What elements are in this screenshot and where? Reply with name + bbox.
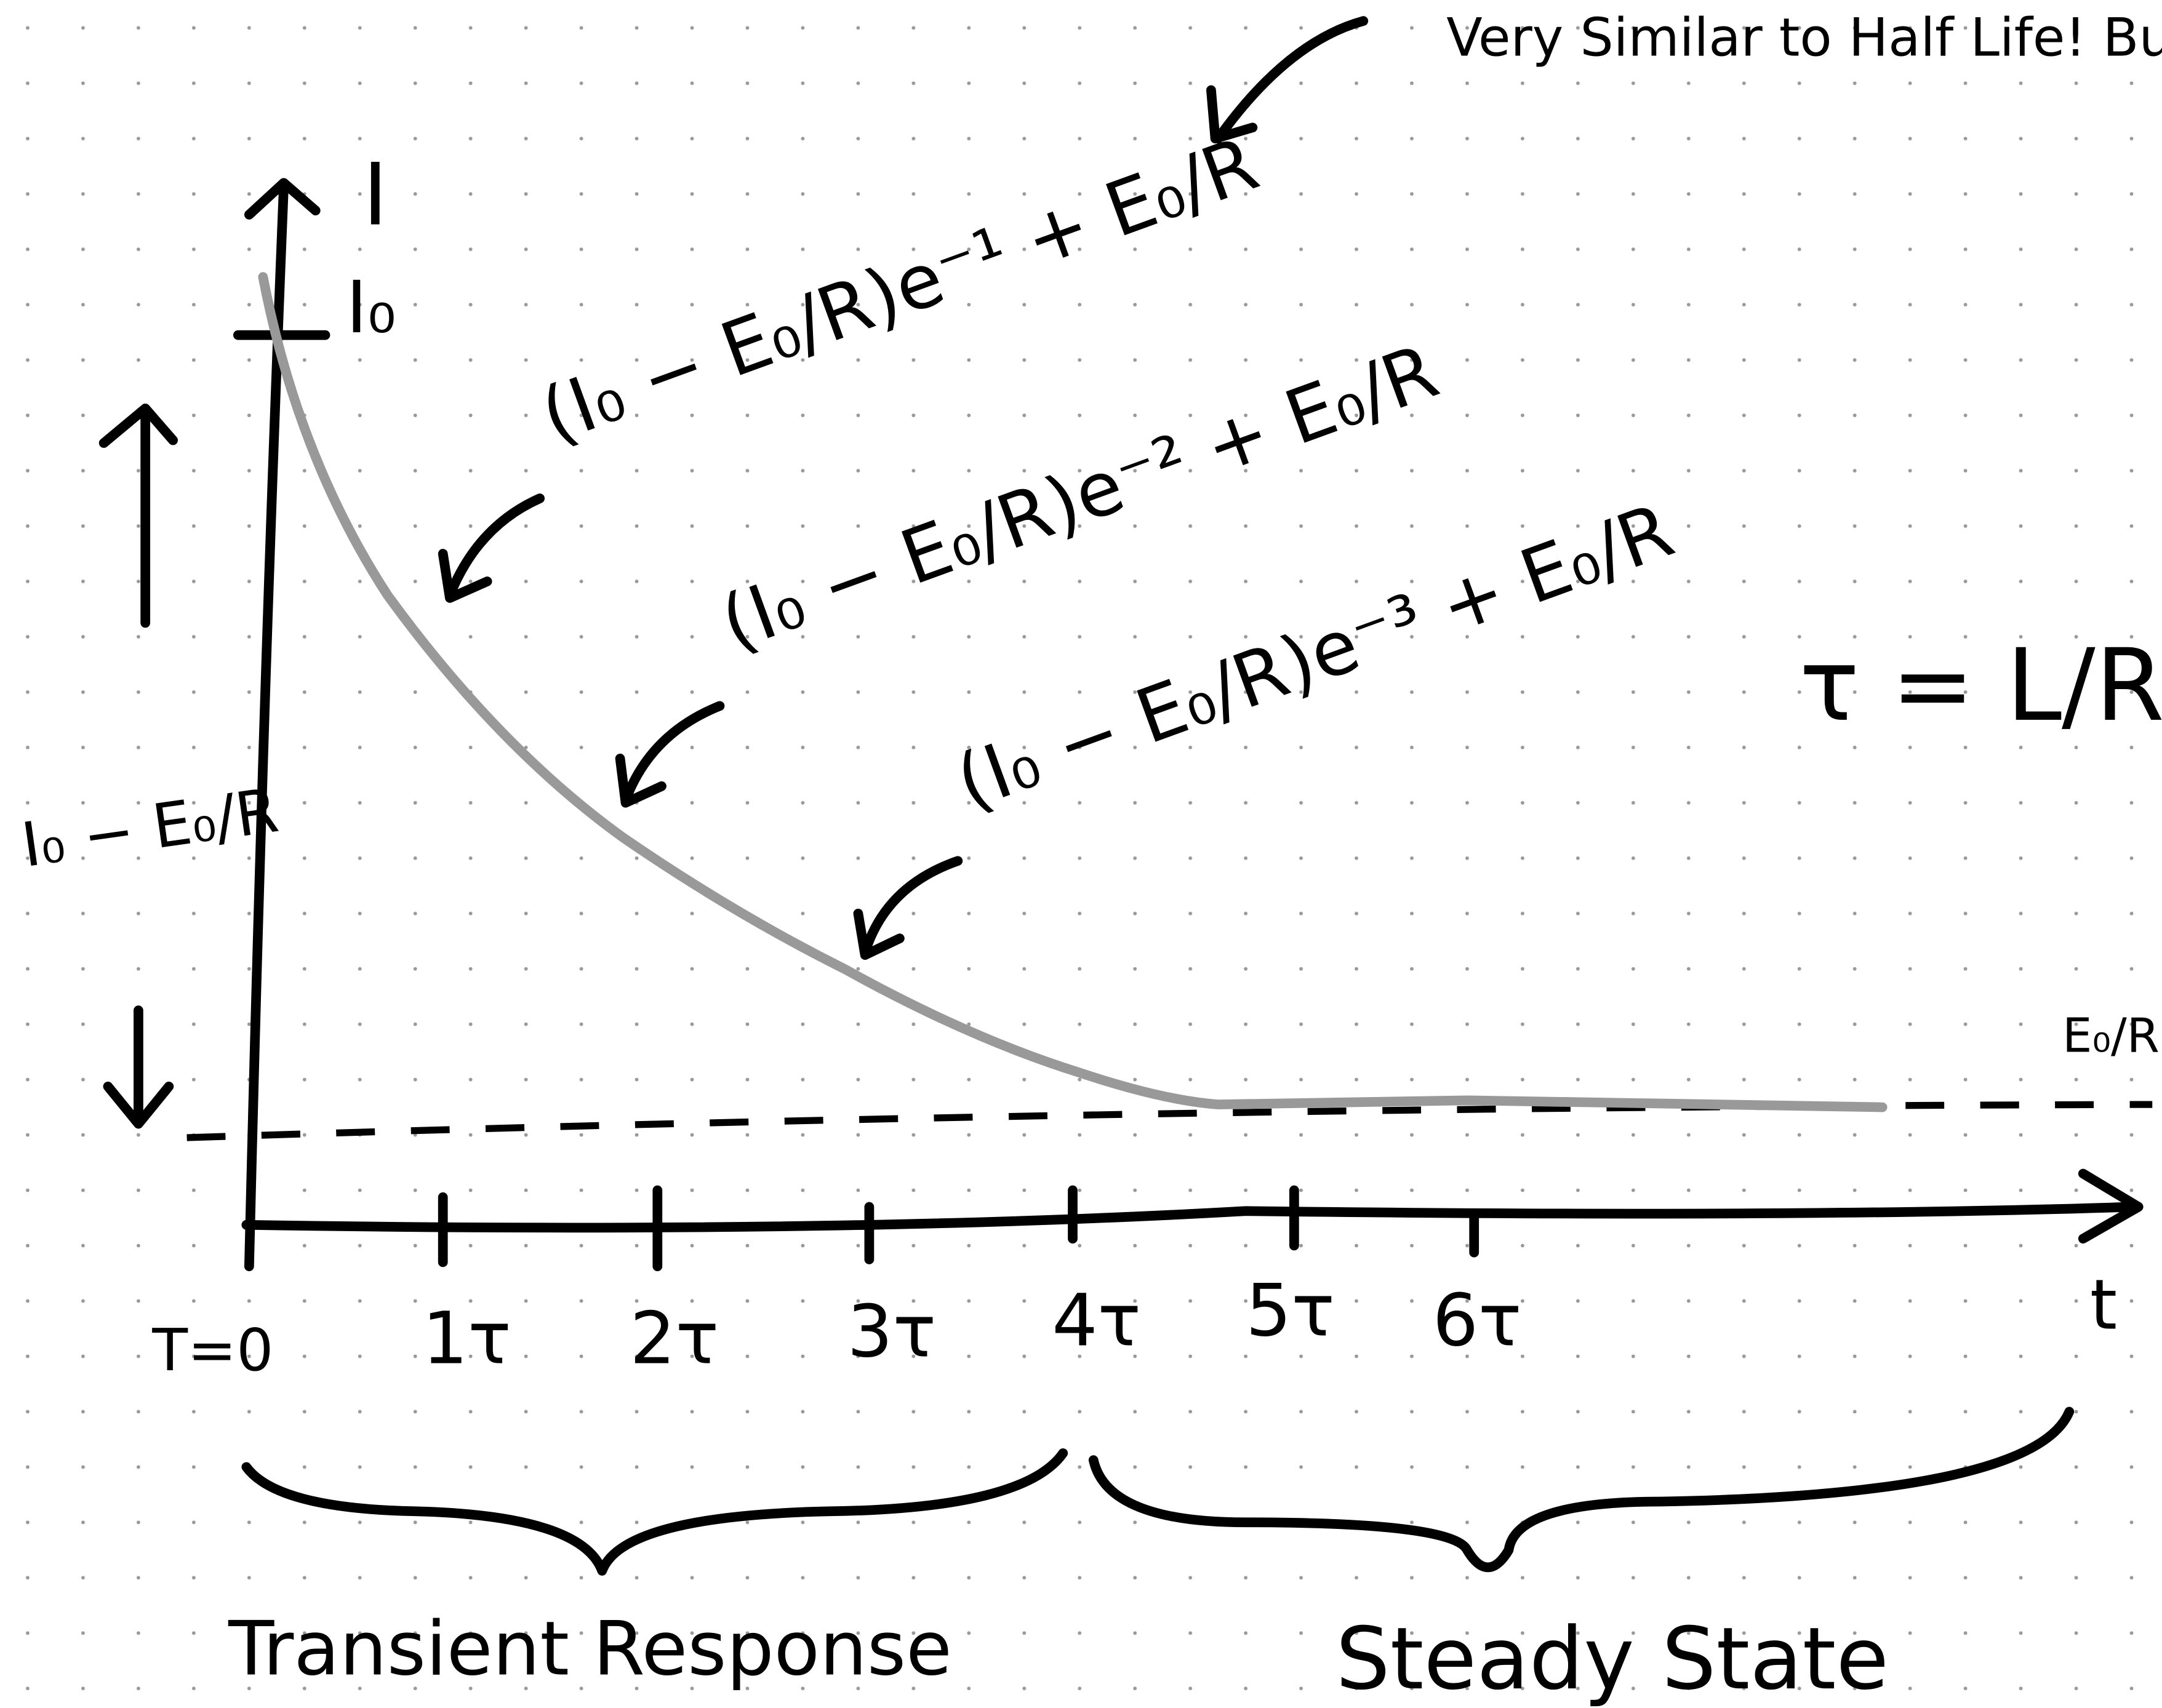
x-tick-label: 6τ bbox=[1433, 1278, 1522, 1362]
y-axis-label: I bbox=[362, 145, 388, 245]
x-tick-label: 3τ bbox=[847, 1289, 936, 1373]
diagram: Very Similar to Half Life! But with Base… bbox=[0, 0, 2162, 1708]
time-constant: τ = L/R bbox=[1800, 628, 2162, 744]
x-tick-label: 4τ bbox=[1052, 1278, 1141, 1362]
region-label: Steady State bbox=[1335, 1609, 1889, 1708]
x-axis-label: t bbox=[2090, 1264, 2117, 1345]
steady-label: E₀/R bbox=[2062, 1009, 2160, 1064]
initial-label: I₀ bbox=[346, 265, 396, 349]
note: Very Similar to Half Life! But with Base… bbox=[1446, 7, 2162, 68]
x-tick-label: 2τ bbox=[630, 1296, 719, 1381]
region-label: Transient Response bbox=[228, 1605, 952, 1693]
x-tick-label: 1τ bbox=[422, 1296, 511, 1381]
x-tick-label: 5τ bbox=[1246, 1269, 1335, 1353]
x-tick-label: T=0 bbox=[151, 1317, 273, 1384]
